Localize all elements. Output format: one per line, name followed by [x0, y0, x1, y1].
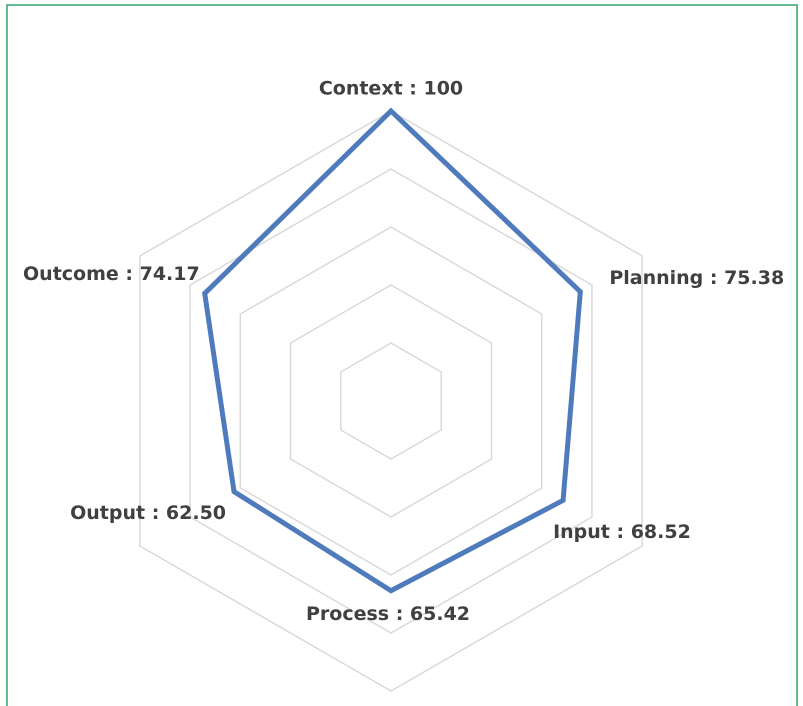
grid-ring: [340, 342, 442, 460]
grid-ring: [239, 226, 543, 576]
radar-line: [202, 107, 583, 594]
frame: [6, 4, 798, 706]
axis-label: Planning : 75.38: [609, 267, 784, 289]
axis-label: Output : 62.50: [70, 502, 226, 524]
grid-ring: [289, 284, 493, 518]
axis-label: Context : 100: [319, 78, 463, 100]
axis-label: Input : 68.52: [553, 521, 691, 543]
axis-label: Outcome : 74.17: [23, 263, 200, 285]
grid-ring: [139, 110, 643, 692]
grid-ring: [189, 168, 593, 634]
axis-label: Process : 65.42: [306, 603, 470, 625]
